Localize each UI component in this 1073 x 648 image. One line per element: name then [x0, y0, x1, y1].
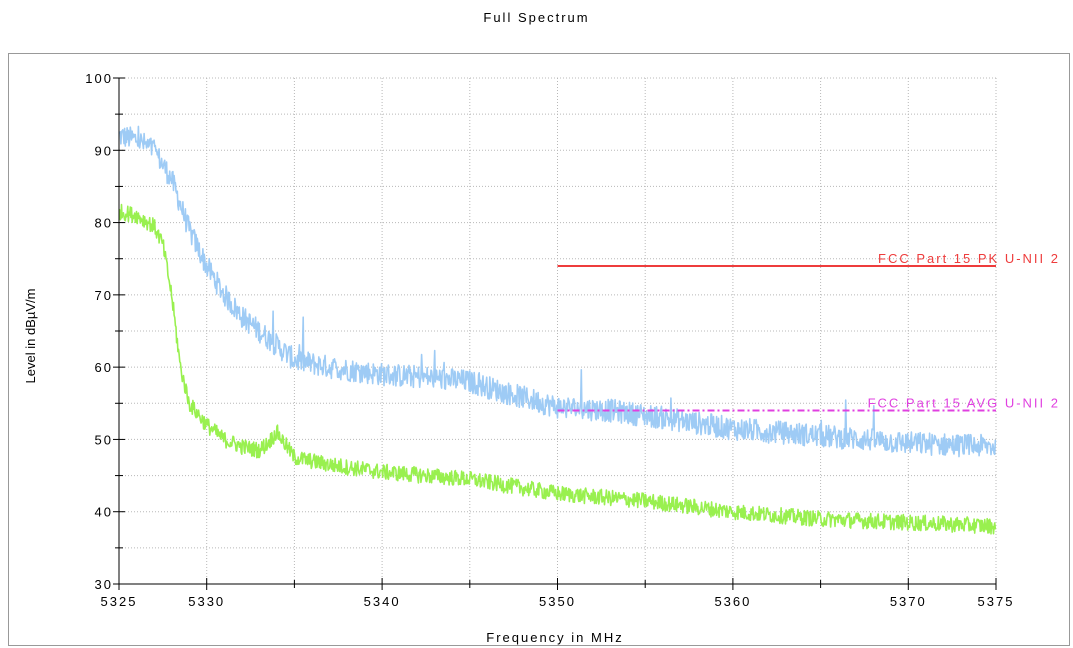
y-tick-label: 40 [95, 505, 113, 520]
y-tick-label: 70 [95, 288, 113, 303]
series-trace [118, 203, 997, 535]
y-axis-label: Level in dBµV/m [23, 289, 38, 384]
y-tick-label: 50 [95, 432, 113, 447]
x-tick-label: 5360 [714, 594, 751, 609]
y-tick-label: 30 [95, 577, 113, 592]
x-axis-label: Frequency in MHz [486, 630, 623, 645]
y-tick-label: 60 [95, 360, 113, 375]
x-tick-label: 5340 [364, 594, 401, 609]
series-trace [118, 125, 997, 458]
x-tick-label: 5325 [101, 594, 138, 609]
limit-lines: FCC Part 15 PK U-NII 2 FCC Part 15 AVG U-… [557, 251, 1060, 412]
traces [118, 125, 997, 535]
chart-title: Full Spectrum [483, 10, 590, 25]
x-tick-label: 5350 [539, 594, 576, 609]
y-tick-label: 90 [95, 143, 113, 158]
plot-frame [8, 53, 1070, 646]
x-tick-label: 5375 [978, 594, 1015, 609]
x-tick-label: 5330 [188, 594, 225, 609]
axes: 30 40 50 60 70 80 90 100 5325 5330 5340 5350 5360 537… [85, 71, 1015, 609]
y-tick-label: 100 [85, 71, 113, 86]
limit-line-label: FCC Part 15 AVG U-NII 2 [868, 396, 1060, 411]
limit-line-label: FCC Part 15 PK U-NII 2 [878, 251, 1060, 266]
x-tick-label: 5370 [890, 594, 927, 609]
y-tick-label: 80 [95, 216, 113, 231]
grid-lines [119, 77, 997, 584]
